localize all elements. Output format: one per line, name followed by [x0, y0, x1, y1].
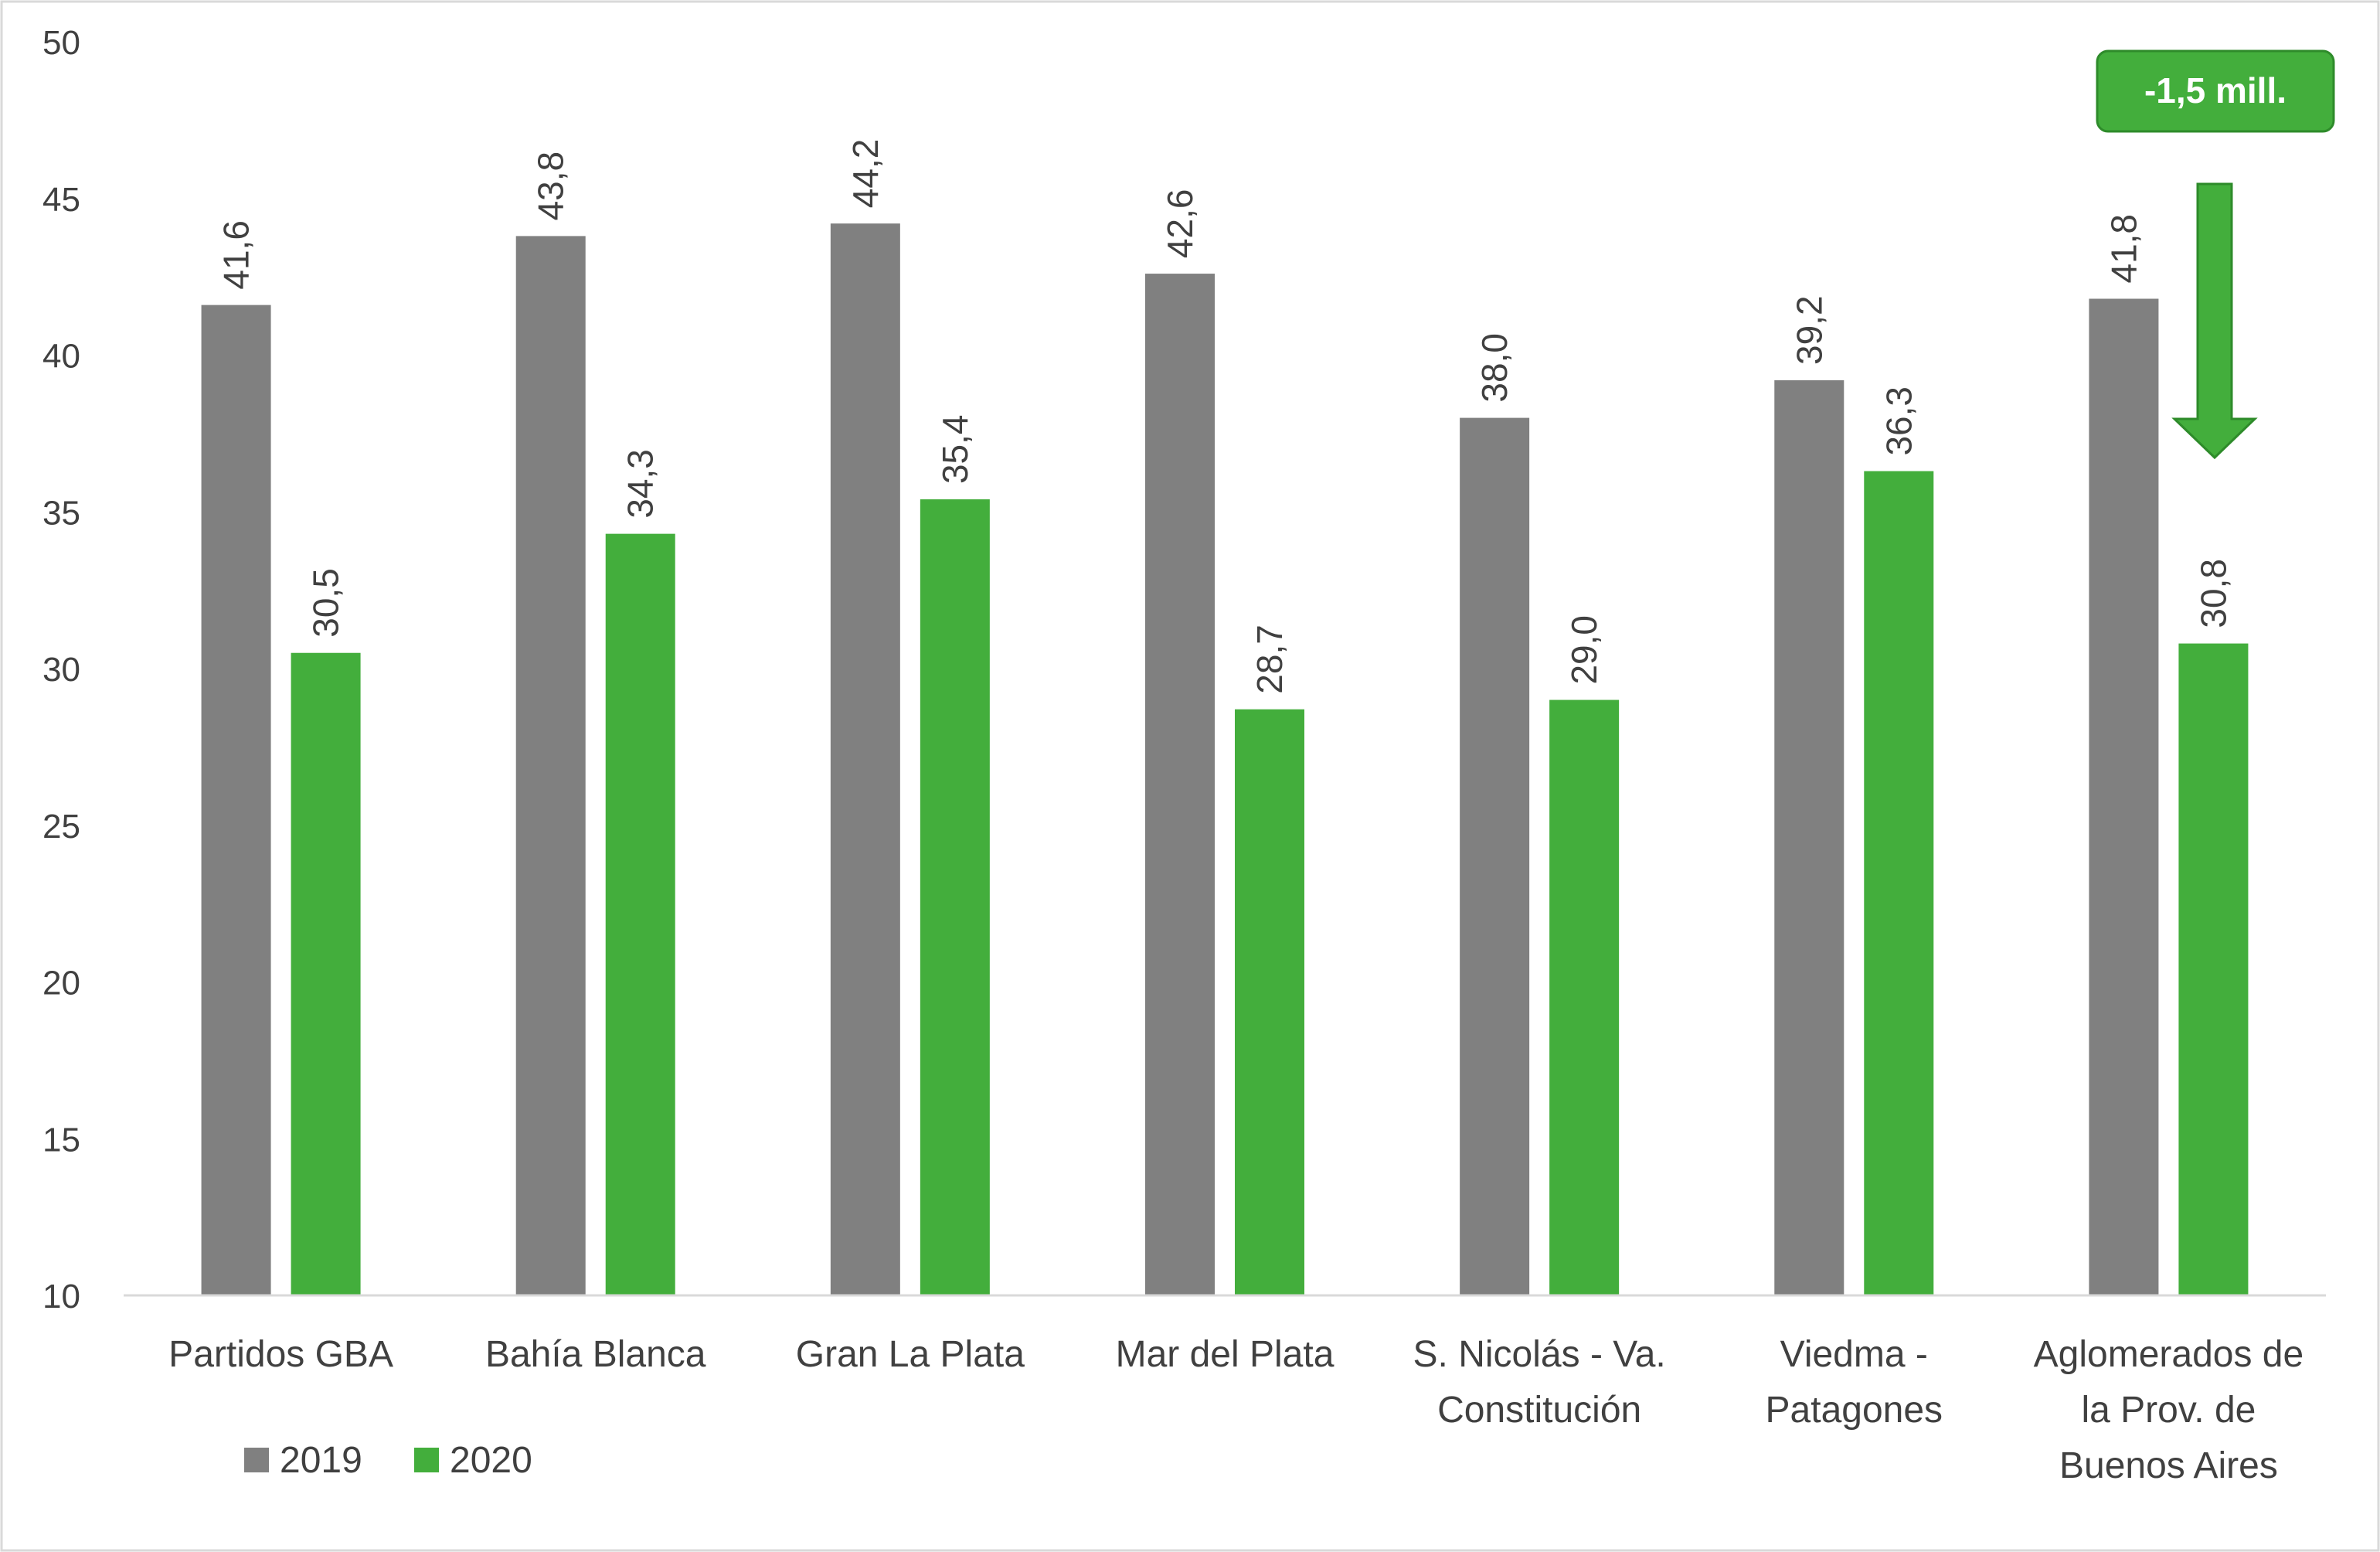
data-label: 43,8 [531, 151, 571, 221]
category-label: Patagones [1766, 1390, 1943, 1431]
bar-2020-2 [920, 499, 990, 1295]
y-tick-label: 45 [42, 181, 80, 219]
legend-label: 2020 [450, 1440, 532, 1481]
category-label: Partidos GBA [168, 1334, 393, 1375]
category-labels: Partidos GBA Bahía Blanca Gran La Plata Mar… [168, 1334, 2304, 1486]
bar-2019-6 [2089, 298, 2159, 1295]
category-label: Mar del Plata [1116, 1334, 1334, 1375]
bar-2019-4 [1460, 417, 1530, 1295]
data-label: 38,0 [1474, 333, 1515, 403]
y-tick-label: 50 [42, 24, 80, 62]
y-tick-label: 10 [42, 1278, 80, 1315]
data-label: 34,3 [620, 449, 661, 519]
data-label: 29,0 [1564, 615, 1604, 685]
category-label: Constitución [1437, 1390, 1641, 1431]
legend-label: 2019 [280, 1440, 362, 1481]
legend-swatch-2019 [244, 1448, 269, 1472]
annotation: -1,5 mill. [2096, 49, 2335, 460]
data-label: 41,8 [2103, 214, 2144, 284]
data-label: 41,6 [216, 220, 257, 290]
data-label: 36,3 [1878, 386, 1919, 456]
data-label: 28,7 [1250, 625, 1290, 694]
annotation-text: -1,5 mill. [2144, 70, 2286, 111]
data-label: 42,6 [1160, 189, 1200, 259]
bar-2020-5 [1864, 471, 1934, 1296]
y-tick-label: 20 [42, 965, 80, 1002]
bar-2019-1 [515, 236, 586, 1295]
legend-swatch-2020 [414, 1448, 439, 1472]
legend: 2019 2020 [244, 1440, 532, 1481]
category-label: Gran La Plata [796, 1334, 1025, 1375]
bar-2019-2 [830, 223, 900, 1296]
down-arrow-icon [2171, 182, 2258, 460]
y-tick-label: 30 [42, 651, 80, 689]
data-label: 30,8 [2193, 559, 2233, 628]
y-tick-label: 25 [42, 808, 80, 846]
y-tick-label: 15 [42, 1121, 80, 1159]
category-label: Buenos Aires [2059, 1445, 2278, 1486]
data-labels: 41,6 30,5 43,8 34,3 44,2 35,4 42,6 28,7 38,0 29,0… [216, 139, 2234, 694]
category-label: Bahía Blanca [485, 1334, 706, 1375]
bar-2020-0 [291, 652, 361, 1295]
bar-2020-3 [1235, 709, 1304, 1295]
category-label: Viedma - [1780, 1334, 1928, 1375]
category-label: S. Nicolás - Va. [1413, 1334, 1666, 1375]
y-tick-label: 35 [42, 494, 80, 532]
y-axis-ticks: 10 15 20 25 30 35 40 45 50 [42, 24, 80, 1315]
bar-2019-3 [1145, 274, 1215, 1295]
category-label: la Prov. de [2081, 1390, 2256, 1431]
y-tick-label: 40 [42, 338, 80, 376]
bar-2020-1 [605, 533, 675, 1295]
category-label: Aglomerados de [2034, 1334, 2304, 1375]
data-label: 35,4 [935, 414, 975, 484]
bar-2020-4 [1549, 699, 1620, 1295]
data-label: 30,5 [306, 568, 346, 638]
data-label: 44,2 [845, 139, 886, 209]
bar-2019-0 [201, 305, 271, 1295]
bar-2020-6 [2178, 643, 2249, 1295]
annotation-badge [2096, 49, 2335, 133]
bars [201, 223, 2249, 1296]
data-label: 39,2 [1789, 295, 1829, 365]
bar-2019-5 [1774, 379, 1844, 1296]
